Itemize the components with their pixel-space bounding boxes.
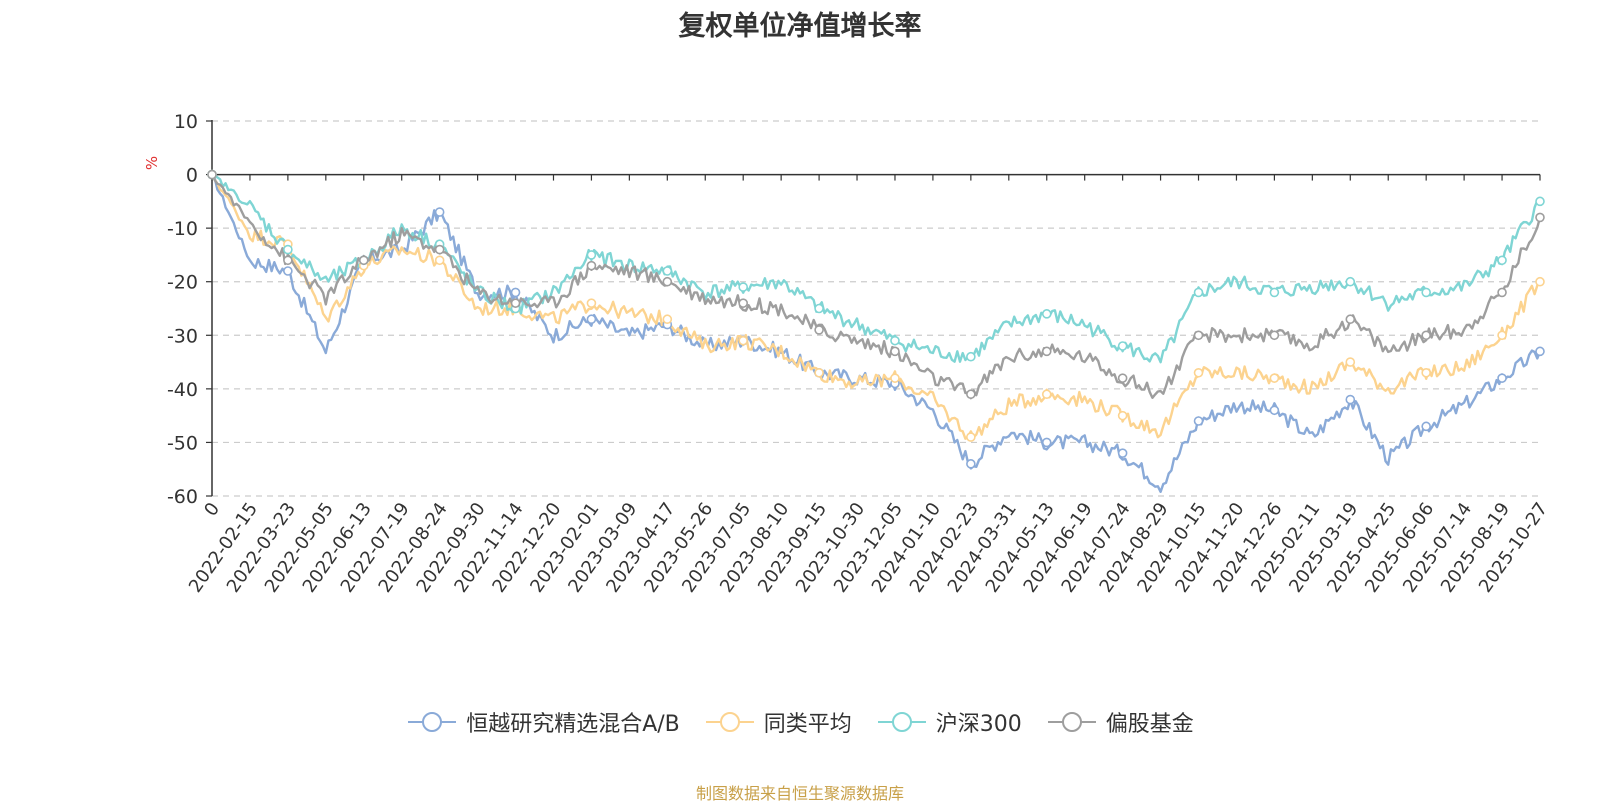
- y-tick-label: -30: [167, 325, 198, 347]
- legend-item-fund[interactable]: 恒越研究精选混合A/B: [406, 706, 680, 738]
- marker-layer: [207, 169, 1545, 469]
- data-point: [1421, 367, 1431, 378]
- data-point: [1041, 389, 1052, 400]
- series-line: [210, 174, 1542, 400]
- data-point: [1117, 448, 1128, 458]
- data-point: [662, 314, 673, 325]
- data-point: [434, 244, 445, 255]
- legend-marker-icon: [408, 712, 457, 732]
- data-point: [283, 244, 293, 255]
- data-point: [1041, 309, 1052, 319]
- legend-label: 同类平均: [763, 712, 852, 737]
- data-point: [966, 351, 976, 362]
- data-point: [586, 298, 597, 308]
- series-layer: [210, 173, 1542, 493]
- data-point: [966, 459, 976, 469]
- data-point: [586, 314, 597, 325]
- legend-item-equity-fund[interactable]: 偏股基金: [1046, 706, 1194, 738]
- data-point: [890, 373, 900, 383]
- y-tick-label: -60: [167, 486, 198, 508]
- data-point: [814, 303, 824, 314]
- data-point: [814, 325, 824, 335]
- data-point: [966, 432, 976, 442]
- data-point: [586, 250, 597, 260]
- axis-layer: 100-10-20-30-40-50-6002022-02-152022-03-…: [167, 111, 1552, 597]
- chart-title: 复权单位净值增长率: [678, 11, 922, 42]
- y-tick-label: 10: [174, 111, 198, 133]
- data-point: [1117, 373, 1128, 383]
- data-point: [1535, 346, 1545, 357]
- data-point: [434, 255, 445, 266]
- legend-label: 恒越研究精选混合A/B: [466, 712, 680, 737]
- legend-label: 沪深300: [935, 712, 1022, 737]
- data-point: [1345, 276, 1356, 287]
- data-point: [207, 169, 217, 180]
- data-point: [586, 260, 597, 271]
- data-point: [1497, 330, 1507, 341]
- data-point: [1193, 330, 1204, 341]
- data-point: [1117, 410, 1128, 421]
- data-point: [1193, 416, 1204, 426]
- data-point: [510, 287, 521, 298]
- data-point: [1117, 341, 1128, 351]
- data-point: [1535, 276, 1545, 287]
- data-point: [434, 207, 445, 217]
- legend-marker-icon: [877, 712, 926, 732]
- legend-item-peer-average[interactable]: 同类平均: [704, 706, 852, 738]
- y-tick-label: -40: [167, 379, 198, 401]
- data-point: [1269, 405, 1280, 416]
- data-point: [1193, 367, 1204, 378]
- data-point: [738, 282, 749, 292]
- data-point: [890, 346, 900, 357]
- line-chart: 100-10-20-30-40-50-6002022-02-152022-03-…: [143, 111, 1552, 597]
- data-point: [1535, 212, 1545, 223]
- legend-marker-icon: [1047, 712, 1096, 732]
- data-point: [662, 276, 673, 287]
- data-point: [283, 266, 293, 276]
- legend-item-csi300[interactable]: 沪深300: [876, 706, 1022, 738]
- y-tick-label: -50: [167, 432, 198, 454]
- data-point: [738, 298, 749, 308]
- data-point: [1497, 255, 1507, 266]
- data-point: [1041, 437, 1052, 448]
- data-source-note: 制图数据来自恒生聚源数据库: [695, 784, 904, 803]
- data-point: [1345, 357, 1356, 367]
- data-point: [1421, 330, 1431, 341]
- data-point: [1269, 287, 1280, 298]
- data-point: [283, 255, 293, 266]
- data-point: [1535, 196, 1545, 207]
- data-point: [1421, 287, 1431, 298]
- data-point: [814, 367, 824, 378]
- legend: 恒越研究精选混合A/B 同类平均 沪深300 偏股基金: [0, 706, 1600, 738]
- data-point: [966, 389, 976, 400]
- data-point: [1269, 330, 1280, 341]
- data-point: [1497, 373, 1507, 383]
- data-point: [358, 255, 369, 266]
- data-point: [1193, 287, 1204, 298]
- data-point: [510, 298, 521, 308]
- data-point: [1345, 394, 1356, 405]
- series-line: [210, 174, 1541, 440]
- legend-label: 偏股基金: [1105, 712, 1194, 737]
- data-point: [1421, 421, 1431, 432]
- data-point: [1041, 346, 1052, 357]
- y-axis-label: %: [143, 156, 161, 170]
- data-point: [1269, 373, 1280, 383]
- data-point: [1497, 287, 1507, 298]
- data-point: [890, 335, 900, 346]
- y-tick-label: 0: [186, 165, 198, 187]
- series-line: [211, 173, 1541, 364]
- series-line: [211, 173, 1542, 493]
- grid-layer: [212, 120, 1540, 497]
- x-tick-label: 0: [200, 499, 224, 520]
- data-point: [1345, 314, 1356, 325]
- data-point: [662, 266, 673, 276]
- legend-marker-icon: [705, 712, 754, 732]
- y-tick-label: -10: [167, 218, 198, 240]
- data-point: [738, 335, 749, 346]
- y-tick-label: -20: [167, 272, 198, 294]
